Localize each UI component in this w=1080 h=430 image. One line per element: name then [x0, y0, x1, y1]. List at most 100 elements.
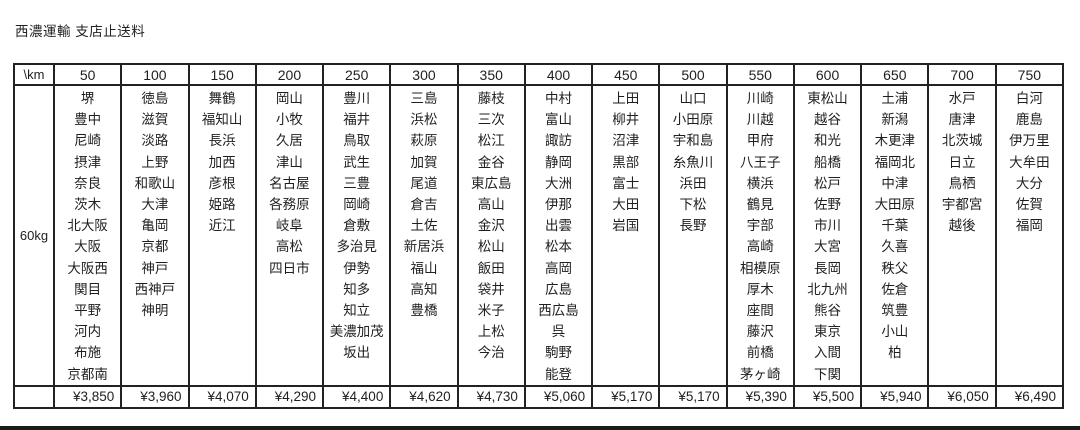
km-header-cell: 450: [591, 63, 661, 86]
branch-name: 平野: [74, 303, 102, 319]
branch-name: 茅ヶ崎: [740, 366, 781, 382]
km-header-cell: 350: [456, 63, 526, 86]
branch-name: 茨木: [74, 197, 102, 213]
branch-name: 神明: [141, 303, 169, 319]
branch-name: 糸魚川: [672, 154, 714, 170]
branch-name: 甲府: [746, 133, 774, 149]
branch-name: 浜松: [410, 112, 438, 128]
branch-name: 上田: [612, 91, 640, 106]
branch-name: 長浜: [208, 133, 236, 149]
branch-name: 舞鶴: [208, 91, 236, 106]
branch-name: 福岡北: [874, 154, 916, 170]
branch-list-cell: 土浦 新潟 木更津 福岡北 中津 大田原 千葉 久喜 秩父 佐倉 筑豊 小山柏: [860, 84, 930, 387]
branch-name: 袋井: [477, 281, 505, 297]
branch-name: 豊中: [74, 112, 102, 128]
branch-name: 豊川: [343, 91, 371, 106]
branch-name: 彦根: [208, 175, 236, 191]
price-cell: ¥5,170: [591, 384, 661, 409]
branch-name: 市川: [814, 218, 842, 234]
branch-name: 北九州: [807, 281, 848, 297]
branch-name: 福岡: [1015, 218, 1043, 234]
branch-name: 秩父: [881, 260, 909, 276]
branch-name: 鳥栖: [948, 175, 976, 191]
branch-name: 福井: [343, 112, 371, 128]
branch-name: 北茨城: [941, 133, 983, 149]
branch-list-cell: 上田 柳井 沼津 黒部 富士 大田 岩国: [591, 84, 661, 387]
branch-name: 鶴見: [746, 197, 774, 213]
branch-name: 岩国: [612, 218, 640, 234]
branch-name: 熊谷: [814, 303, 842, 319]
branch-name: 和光: [814, 133, 842, 149]
cities-row: 60kg 堺豊中 尼崎 摂津 奈良 茨木 北大阪 大阪 大阪西 関目 平野 河内 布施 京都南 徳島 滋賀淡…: [13, 84, 1065, 387]
weight-label: 60kg: [13, 84, 55, 387]
branch-name: 大分: [1015, 175, 1043, 191]
price-cell: ¥5,170: [658, 384, 728, 409]
branch-name: 藤枝: [477, 91, 505, 106]
branch-name: 知立: [343, 303, 371, 319]
branch-name: 東広島: [470, 175, 512, 191]
branch-name: 大阪: [74, 239, 102, 255]
branch-name: 西広島: [538, 303, 579, 319]
branch-name: 駒野: [544, 345, 572, 361]
branch-name: 広島: [544, 281, 572, 297]
branch-name: 越谷: [814, 112, 842, 128]
branch-name: 亀岡: [141, 218, 169, 234]
branch-list-cell: 豊川 福井 鳥取 武生 三豊 岡崎 倉敷 多治見 伊勢 知多 知立 美濃加茂 坂出: [322, 84, 392, 387]
branch-name: 柏: [888, 345, 902, 361]
branch-name: 白河: [1015, 91, 1043, 106]
branch-name: 宇都宮: [941, 197, 983, 213]
branch-name: 徳島: [141, 91, 169, 106]
branch-list-cell: 山口 小田原 宇和島 糸魚川 浜田 下松 長野: [658, 84, 728, 387]
branch-name: 大田: [612, 197, 640, 213]
branch-name: 上野: [141, 154, 169, 170]
price-cell: ¥4,400: [322, 384, 392, 409]
shipping-fee-table: \km 50 100 150 200 250 300 350 400 450 500 550 600 6…: [13, 63, 1065, 409]
branch-list-cell: 堺豊中 尼崎 摂津 奈良 茨木 北大阪 大阪 大阪西 関目 平野 河内 布施 京都南: [52, 84, 123, 387]
km-header-cell: 150: [187, 63, 257, 86]
branch-name: 土佐: [410, 218, 438, 234]
branch-name: 高松: [275, 239, 303, 255]
branch-name: 北大阪: [67, 218, 108, 234]
price-cell: ¥6,490: [994, 384, 1065, 409]
branch-name: 布施: [74, 345, 102, 361]
price-cell: ¥5,500: [792, 384, 863, 409]
branch-name: 越後: [948, 218, 976, 234]
branch-name: 土浦: [881, 91, 909, 106]
branch-name: 日立: [948, 154, 976, 170]
branch-name: 伊勢: [343, 260, 371, 276]
branch-name: 新潟: [881, 112, 909, 128]
branch-name: 東松山: [807, 91, 848, 106]
branch-name: 久居: [275, 133, 303, 149]
branch-name: 筑豊: [881, 303, 909, 319]
branch-name: 木更津: [874, 133, 916, 149]
branch-name: 大田原: [874, 197, 916, 213]
branch-name: 西神戸: [134, 281, 176, 297]
branch-name: 座間: [746, 303, 774, 319]
branch-name: 加賀: [410, 154, 438, 170]
branch-name: 近江: [208, 218, 236, 234]
branch-name: 久喜: [881, 239, 909, 255]
price-row: ¥3,850 ¥3,960 ¥4,070 ¥4,290 ¥4,400 ¥4,620 ¥4,7…: [13, 384, 1065, 409]
bottom-separator-bar: [0, 426, 1080, 430]
branch-name: 東京: [814, 324, 842, 340]
branch-name: 河内: [74, 324, 102, 340]
branch-name: 佐倉: [881, 281, 909, 297]
branch-name: 中村: [544, 91, 572, 106]
branch-name: 下松: [679, 197, 707, 213]
branch-name: 三島: [410, 91, 438, 106]
price-cell: ¥3,850: [52, 384, 123, 409]
price-cell: ¥5,060: [523, 384, 594, 409]
branch-name: 松江: [477, 133, 505, 149]
branch-name: 米子: [477, 303, 505, 319]
branch-name: 藤沢: [746, 324, 774, 340]
branch-name: 金谷: [477, 154, 505, 170]
price-cell: ¥5,940: [860, 384, 930, 409]
branch-name: 倉敷: [343, 218, 371, 234]
branch-name: 高崎: [746, 239, 774, 255]
branch-name: 八王子: [740, 154, 781, 170]
branch-list-cell: 白河 鹿島 伊万里 大牟田 大分 佐賀 福岡: [994, 84, 1065, 387]
branch-name: 新居浜: [403, 239, 445, 255]
branch-name: 姫路: [208, 197, 236, 213]
branch-list-cell: 中村 富山 諏訪 静岡 大洲 伊那 出雲 松本 高岡 広島 西広島呉駒野 能登: [523, 84, 594, 387]
branch-name: 静岡: [544, 154, 572, 170]
